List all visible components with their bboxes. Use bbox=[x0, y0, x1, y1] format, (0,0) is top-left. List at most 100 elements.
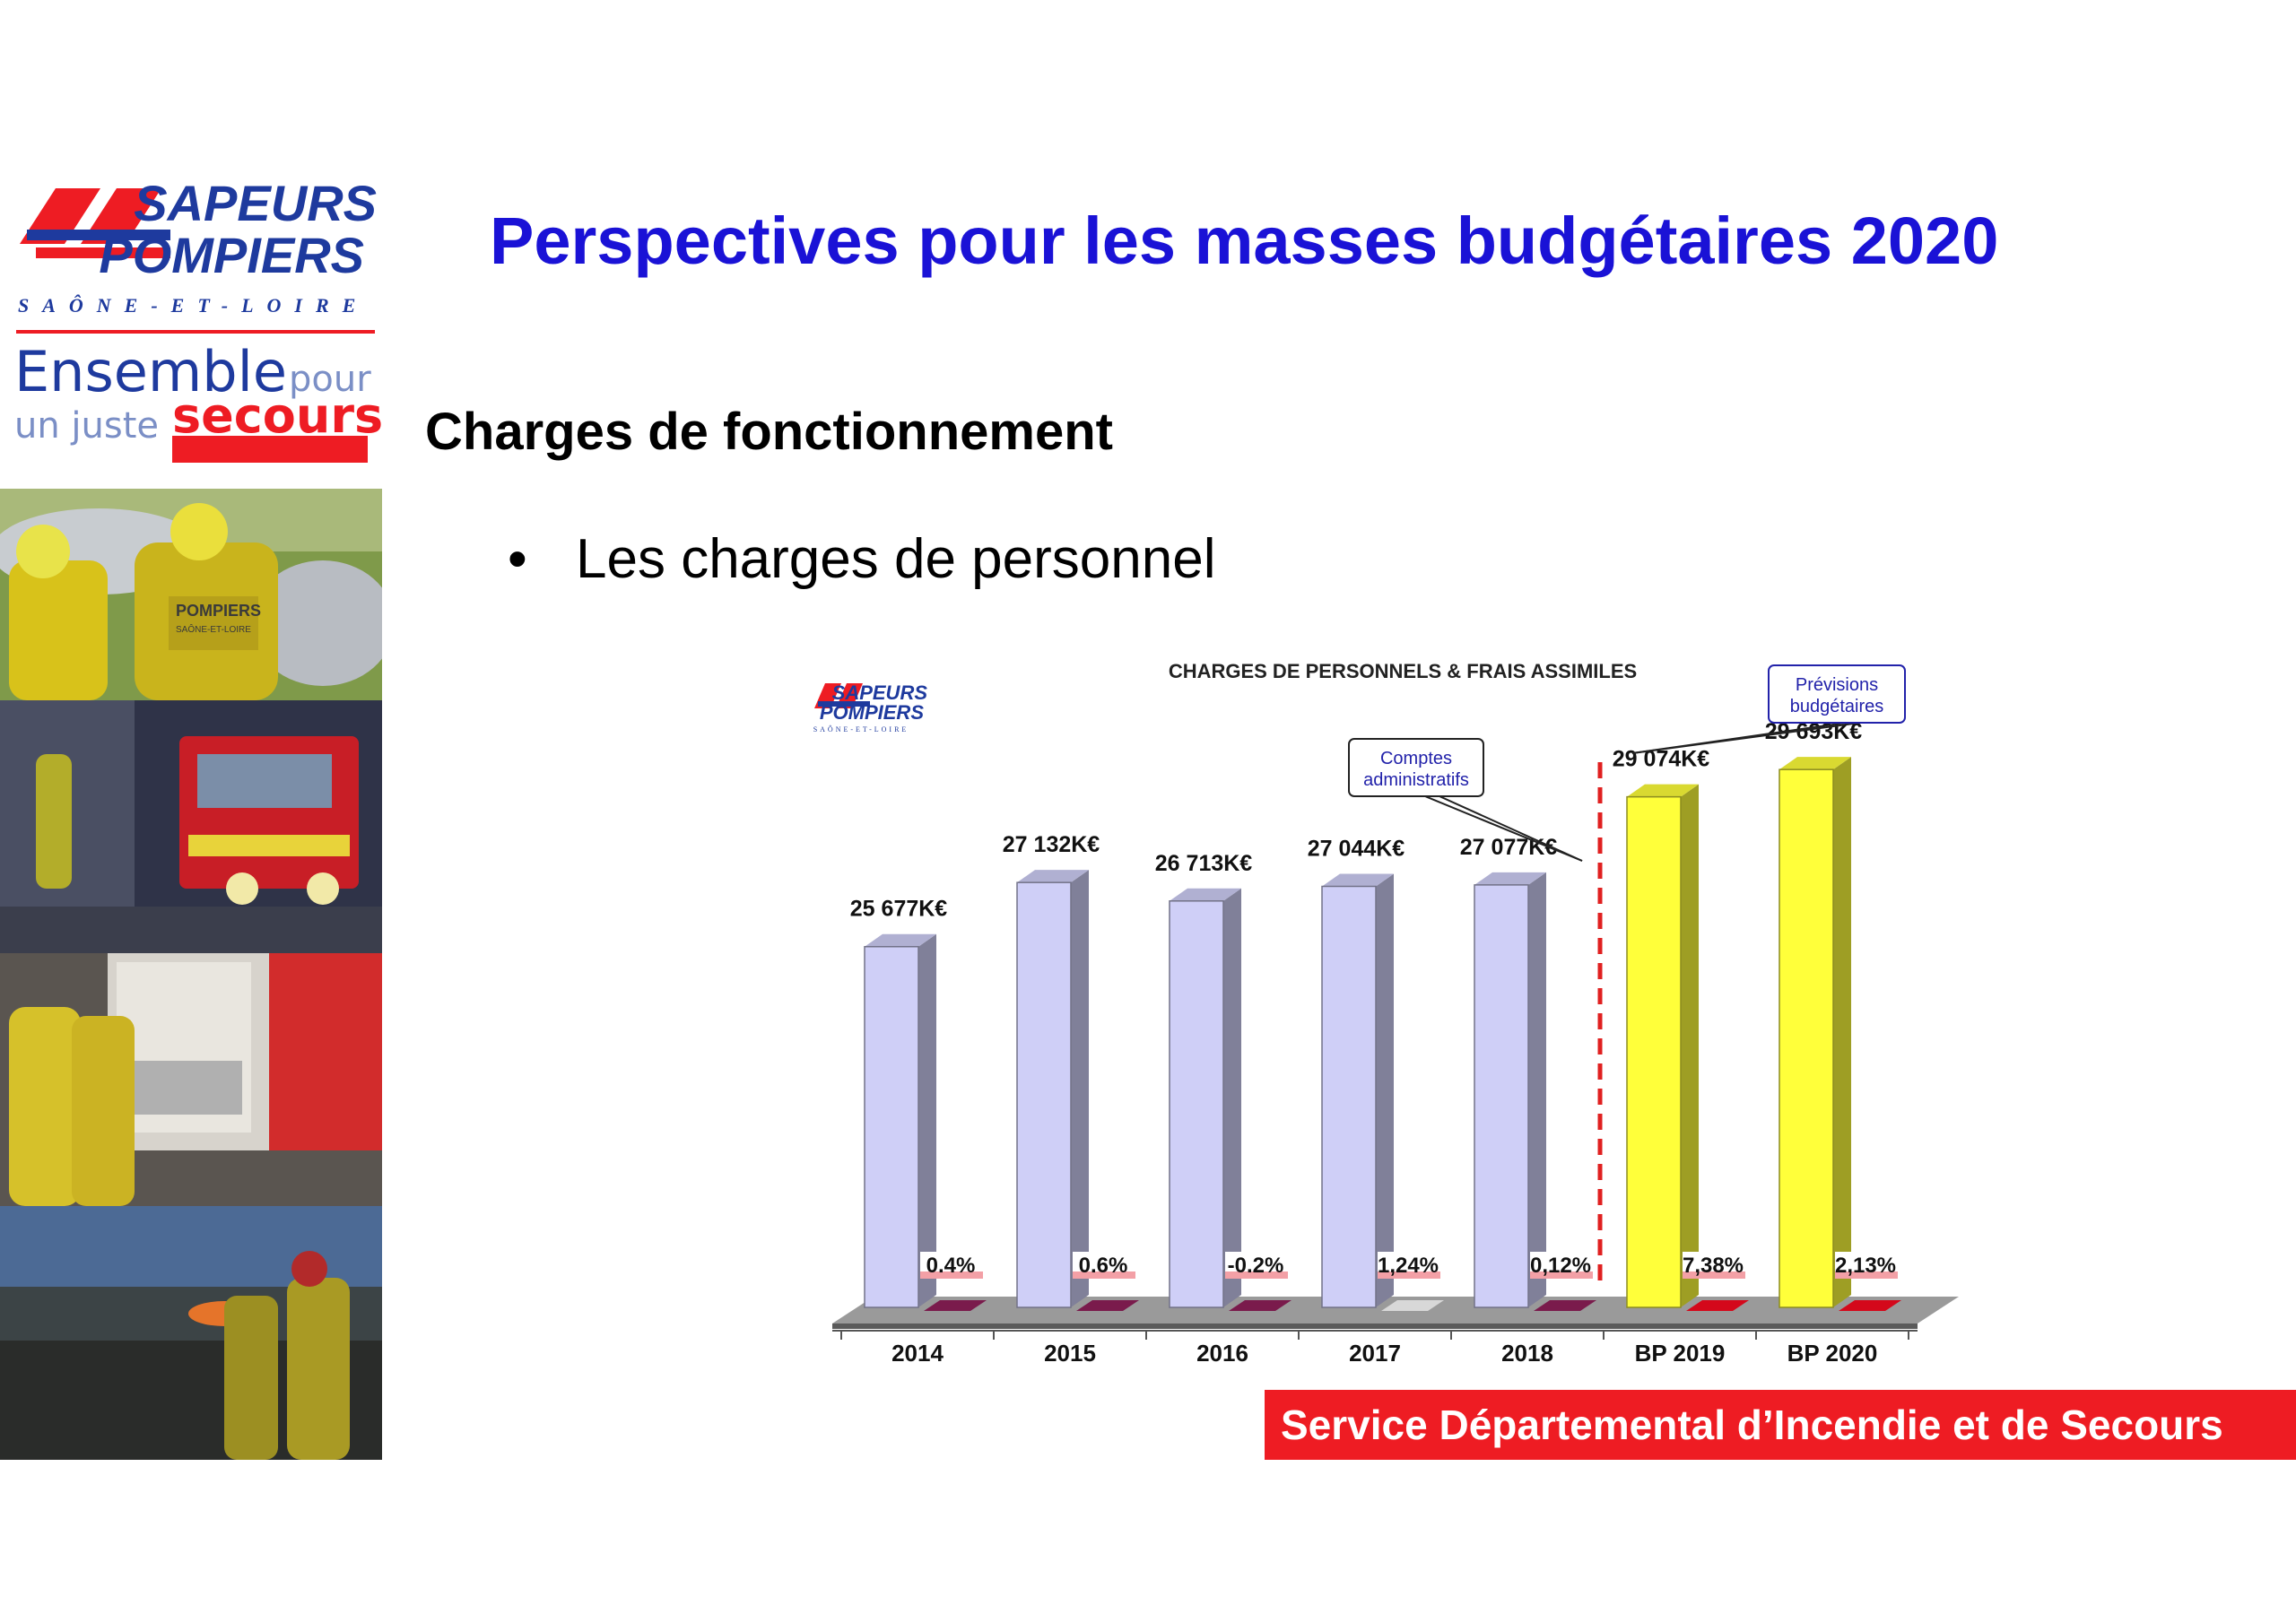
sapeurs-pompiers-logo: SAPEURS POMPIERS SAÔNE-ET-LOIRE Ensemble… bbox=[0, 170, 391, 479]
change-label: -0.2% bbox=[1228, 1254, 1284, 1278]
photo-wildfire bbox=[0, 1206, 382, 1460]
annotation-forecast-text: Prévisions bbox=[1796, 675, 1878, 695]
photo-helmet-sub: SAÔNE-ET-LOIRE bbox=[176, 623, 251, 635]
change-label: 7,38% bbox=[1683, 1254, 1744, 1278]
bar bbox=[1321, 885, 1377, 1308]
bar-side bbox=[1376, 873, 1394, 1307]
logo-divider bbox=[16, 330, 375, 334]
bar-top bbox=[1474, 872, 1546, 885]
photo-rescue-operation: POMPIERS SAÔNE-ET-LOIRE bbox=[0, 489, 382, 700]
bar-side bbox=[1833, 757, 1851, 1307]
x-tick-label: 2014 bbox=[891, 1340, 944, 1367]
change-label-shade bbox=[1378, 1271, 1440, 1279]
chart-floor-edge bbox=[832, 1324, 1918, 1329]
annotation-actual-pointer bbox=[1439, 795, 1583, 862]
annotation-forecast-pointer bbox=[1631, 722, 1861, 754]
annotation-actual-text: Comptes bbox=[1380, 749, 1452, 768]
bar bbox=[1474, 884, 1529, 1308]
annotation-actual: Comptes administratifs bbox=[1348, 738, 1583, 862]
chart-title: CHARGES DE PERSONNELS & FRAIS ASSIMILES bbox=[1169, 660, 1637, 682]
change-label-shade bbox=[1530, 1271, 1593, 1279]
change-label: 2,13% bbox=[1835, 1254, 1896, 1278]
change-marker bbox=[1534, 1300, 1596, 1311]
change-marker bbox=[1839, 1300, 1901, 1311]
logo-stripes-icon bbox=[20, 188, 170, 258]
change-marker bbox=[1686, 1300, 1749, 1311]
annotation-forecast-box bbox=[1768, 664, 1906, 724]
logo-slogan-word3: un juste bbox=[14, 405, 159, 447]
annotation-forecast: Prévisions budgétaires bbox=[1631, 664, 1906, 754]
chart-logo-line1: SAPEURS bbox=[832, 681, 928, 704]
x-tick-label: BP 2019 bbox=[1635, 1340, 1726, 1367]
bar bbox=[1016, 881, 1072, 1308]
change-label-shade bbox=[1683, 1271, 1745, 1279]
bar-value-label: 27 132K€ bbox=[1003, 832, 1100, 857]
change-label-shade bbox=[1073, 1271, 1135, 1279]
change-label-shade bbox=[1835, 1271, 1898, 1279]
bar-group: 27 132K€ 0.6% bbox=[1003, 832, 1139, 1311]
bar bbox=[1169, 900, 1224, 1308]
bar-top bbox=[1322, 873, 1394, 887]
x-tick-label: BP 2020 bbox=[1787, 1340, 1878, 1367]
photo-fire-truck bbox=[0, 700, 382, 953]
bar-group: 26 713K€ -0.2% bbox=[1155, 851, 1292, 1311]
x-tick-label: 2016 bbox=[1196, 1340, 1248, 1367]
bar-top bbox=[1170, 888, 1241, 901]
bar-top bbox=[865, 933, 936, 947]
change-label: 0.4% bbox=[926, 1254, 976, 1278]
logo-slogan-word4: secours bbox=[172, 387, 383, 444]
bar-top bbox=[1627, 784, 1699, 797]
bar-group: 27 077K€ 0,12% bbox=[1460, 835, 1596, 1311]
change-label-shade bbox=[920, 1271, 983, 1279]
change-label: 1,24% bbox=[1378, 1254, 1439, 1278]
logo-brand-line2: POMPIERS bbox=[99, 227, 364, 283]
bar-side bbox=[1071, 870, 1089, 1307]
x-tick-label: 2017 bbox=[1349, 1340, 1401, 1367]
bar bbox=[1779, 768, 1834, 1308]
photo-helmet-text: POMPIERS bbox=[176, 602, 261, 620]
change-marker bbox=[1229, 1300, 1292, 1311]
chart-logo-sub: SAÔNE-ET-LOIRE bbox=[813, 725, 909, 733]
section-heading: Charges de fonctionnement bbox=[425, 403, 1113, 461]
bar-group: 25 677K€ 0.4% bbox=[850, 897, 987, 1311]
change-label-shade bbox=[1225, 1271, 1288, 1279]
bar bbox=[1626, 795, 1682, 1308]
logo-slogan-word2: pour bbox=[289, 359, 371, 400]
annotation-forecast-text: budgétaires bbox=[1790, 697, 1884, 716]
photo-column: POMPIERS SAÔNE-ET-LOIRE bbox=[0, 489, 382, 1460]
bar-value-label: 29 074K€ bbox=[1613, 747, 1710, 772]
logo-department: SAÔNE-ET-LOIRE bbox=[18, 294, 369, 317]
change-marker bbox=[924, 1300, 987, 1311]
x-tick-label: 2015 bbox=[1044, 1340, 1096, 1367]
change-label: 0,12% bbox=[1530, 1254, 1591, 1278]
bar-side bbox=[918, 933, 936, 1307]
logo-brand-line1: SAPEURS bbox=[134, 175, 377, 231]
chart-watermark-logo: SAPEURS POMPIERS SAÔNE-ET-LOIRE bbox=[813, 681, 928, 733]
bar-value-label: 26 713K€ bbox=[1155, 851, 1253, 876]
change-label: 0.6% bbox=[1079, 1254, 1128, 1278]
personnel-charges-chart: SAPEURS POMPIERS SAÔNE-ET-LOIRE CHARGES … bbox=[813, 660, 1959, 1367]
bar-group: 27 044K€ 1,24% bbox=[1308, 836, 1444, 1311]
annotation-actual-pointer bbox=[1424, 795, 1583, 862]
bar-side bbox=[1681, 784, 1699, 1307]
bullet-text: Les charges de personnel bbox=[576, 528, 1216, 590]
annotation-actual-text: administratifs bbox=[1363, 770, 1469, 790]
annotation-actual-box bbox=[1348, 738, 1484, 797]
change-marker bbox=[1076, 1300, 1139, 1311]
bar-group: 29 074K€ 7,38% bbox=[1613, 747, 1749, 1311]
x-tick-label: 2018 bbox=[1501, 1340, 1553, 1367]
bar-value-label: 27 077K€ bbox=[1460, 835, 1558, 860]
bullet-icon: • bbox=[508, 528, 527, 590]
change-marker bbox=[1381, 1300, 1444, 1311]
bar-side bbox=[1223, 888, 1241, 1307]
bar-group: 29 693K€2,13% bbox=[1765, 719, 1901, 1311]
bar bbox=[864, 945, 919, 1308]
photo-ambulance-rescue bbox=[0, 953, 382, 1206]
logo-slogan-word1: Ensemble bbox=[14, 339, 287, 404]
bar-side bbox=[1528, 872, 1546, 1307]
slide-title: Perspectives pour les masses budgétaires… bbox=[490, 204, 1999, 278]
bar-value-label: 25 677K€ bbox=[850, 897, 948, 922]
chart-logo-line2: POMPIERS bbox=[820, 701, 924, 724]
logo-slogan-underline bbox=[172, 436, 368, 463]
footer-banner: Service Départemental d’Incendie et de S… bbox=[1265, 1390, 2296, 1460]
